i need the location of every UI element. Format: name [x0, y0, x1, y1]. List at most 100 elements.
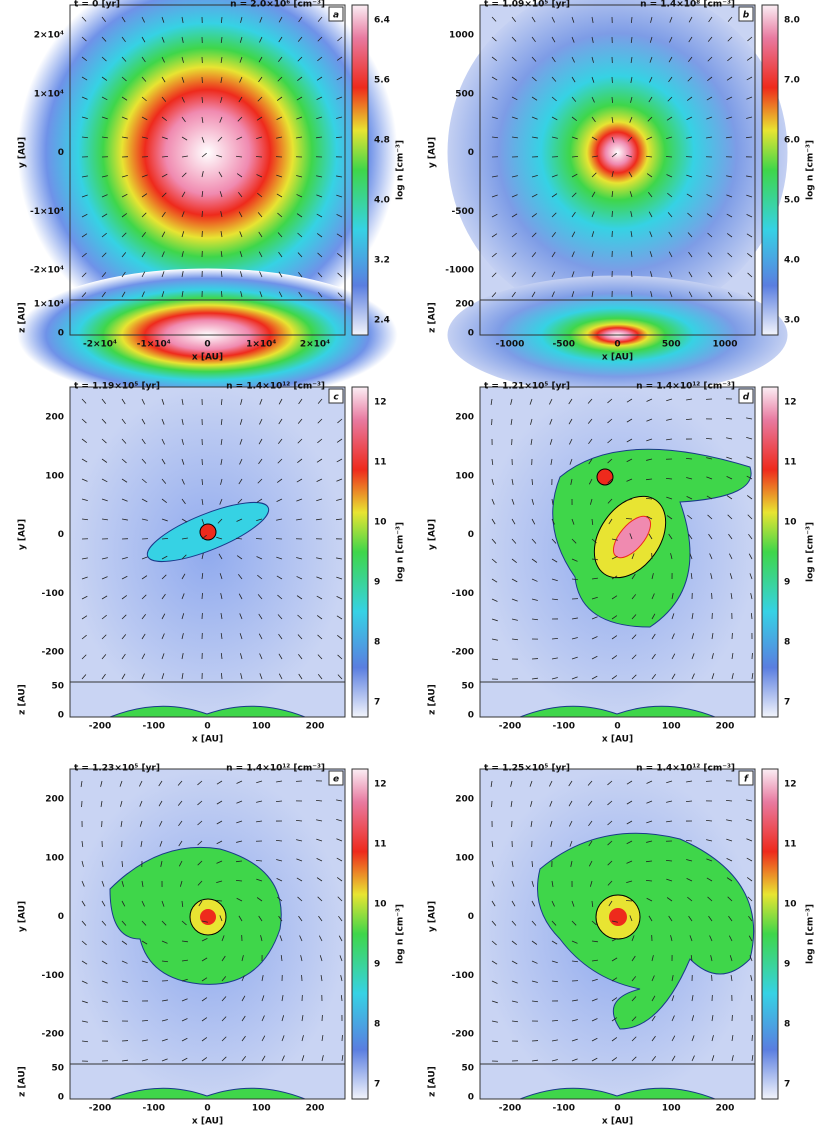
- velocity-vector: [626, 820, 633, 825]
- velocity-vector: [531, 76, 537, 82]
- velocity-vector: [161, 211, 166, 218]
- velocity-vector: [161, 538, 169, 540]
- velocity-vector: [711, 1055, 715, 1062]
- velocity-vector: [220, 36, 223, 44]
- velocity-vector: [297, 56, 303, 62]
- velocity-vector: [239, 251, 243, 258]
- velocity-vector: [197, 780, 203, 786]
- velocity-vector: [240, 16, 243, 23]
- velocity-vector: [316, 194, 323, 198]
- velocity-vector: [220, 251, 223, 258]
- velocity-vector: [101, 614, 107, 620]
- velocity-vector: [101, 213, 108, 218]
- velocity-vector: [726, 838, 733, 842]
- velocity-vector: [726, 495, 733, 500]
- colorbar-tick-label: 11: [784, 458, 797, 468]
- velocity-vector: [181, 1018, 188, 1022]
- velocity-vector: [626, 458, 633, 463]
- velocity-vector: [316, 518, 323, 521]
- velocity-vector: [611, 675, 618, 680]
- velocity-vector: [220, 418, 223, 426]
- velocity-vector: [588, 840, 593, 847]
- panel-label: b: [743, 11, 750, 21]
- velocity-vector: [181, 438, 184, 445]
- velocity-vector: [220, 16, 223, 24]
- velocity-vector: [161, 940, 168, 944]
- velocity-vector: [749, 573, 753, 580]
- colorbar-tick-label: 3.0: [784, 316, 800, 326]
- y-tick-label: -200: [451, 648, 474, 658]
- velocity-vector: [161, 16, 165, 23]
- velocity-vector: [551, 174, 558, 178]
- velocity-vector: [275, 800, 283, 802]
- velocity-vector: [531, 940, 538, 945]
- velocity-vector: [161, 136, 168, 140]
- velocity-vector: [568, 800, 573, 807]
- velocity-vector: [686, 96, 693, 101]
- velocity-vector: [511, 538, 517, 544]
- velocity-vector: [531, 252, 537, 258]
- velocity-vector: [81, 438, 88, 443]
- velocity-vector: [571, 136, 578, 140]
- velocity-vector: [297, 438, 303, 444]
- velocity-vector: [141, 478, 147, 484]
- velocity-vector: [101, 980, 108, 984]
- velocity-vector: [631, 1036, 637, 1042]
- velocity-vector: [591, 116, 596, 123]
- velocity-vector: [317, 634, 323, 640]
- velocity-vector: [607, 478, 613, 484]
- velocity-vector: [531, 900, 536, 907]
- velocity-vector: [121, 1000, 129, 1003]
- velocity-vector: [631, 594, 637, 600]
- velocity-vector: [490, 398, 493, 405]
- velocity-vector: [337, 272, 343, 278]
- velocity-vector: [549, 820, 553, 827]
- velocity-vector: [491, 860, 494, 867]
- panel: d t = 1.21×10⁵ [yr] n = 1.4×10¹² [cm⁻³] 200…: [428, 382, 816, 745]
- velocity-vector: [551, 1019, 559, 1022]
- velocity-vector: [726, 175, 733, 178]
- velocity-vector: [201, 518, 205, 525]
- velocity-vector: [666, 136, 673, 140]
- velocity-vector: [276, 96, 283, 101]
- velocity-vector: [591, 56, 594, 63]
- velocity-vector: [161, 673, 165, 680]
- velocity-vector: [651, 573, 654, 580]
- velocity-vector: [571, 578, 579, 581]
- velocity-vector: [141, 398, 145, 405]
- velocity-vector: [631, 955, 636, 962]
- velocity-vector: [201, 938, 208, 942]
- velocity-vector: [747, 514, 753, 520]
- velocity-vector: [296, 96, 303, 101]
- velocity-vector: [101, 595, 108, 600]
- velocity-vector: [236, 518, 243, 522]
- velocity-vector: [491, 116, 498, 120]
- velocity-vector: [706, 495, 713, 500]
- velocity-vector: [571, 36, 575, 43]
- velocity-vector: [256, 800, 263, 803]
- z-axis-label: z [AU]: [18, 1066, 28, 1097]
- velocity-vector: [746, 96, 753, 100]
- velocity-vector: [238, 96, 243, 103]
- velocity-vector: [161, 518, 168, 522]
- velocity-vector: [278, 16, 283, 23]
- velocity-vector: [101, 16, 107, 22]
- y-tick-label: 100: [45, 853, 64, 863]
- velocity-vector: [530, 418, 533, 425]
- velocity-vector: [81, 920, 87, 926]
- velocity-vector: [161, 291, 165, 298]
- density-field-z: [519, 1087, 716, 1100]
- velocity-vector: [161, 156, 169, 158]
- velocity-vector: [587, 800, 593, 806]
- velocity-vector: [630, 56, 633, 63]
- velocity-vector: [531, 1000, 539, 1003]
- velocity-vector: [121, 920, 127, 926]
- velocity-vector: [81, 458, 88, 463]
- velocity-vector: [220, 593, 223, 600]
- velocity-vector: [529, 780, 533, 787]
- velocity-vector: [568, 418, 573, 425]
- velocity-vector: [689, 935, 693, 942]
- y-tick-label: -100: [451, 589, 474, 599]
- velocity-vector: [121, 653, 126, 660]
- colorbar-tick-label: 6.4: [374, 16, 390, 26]
